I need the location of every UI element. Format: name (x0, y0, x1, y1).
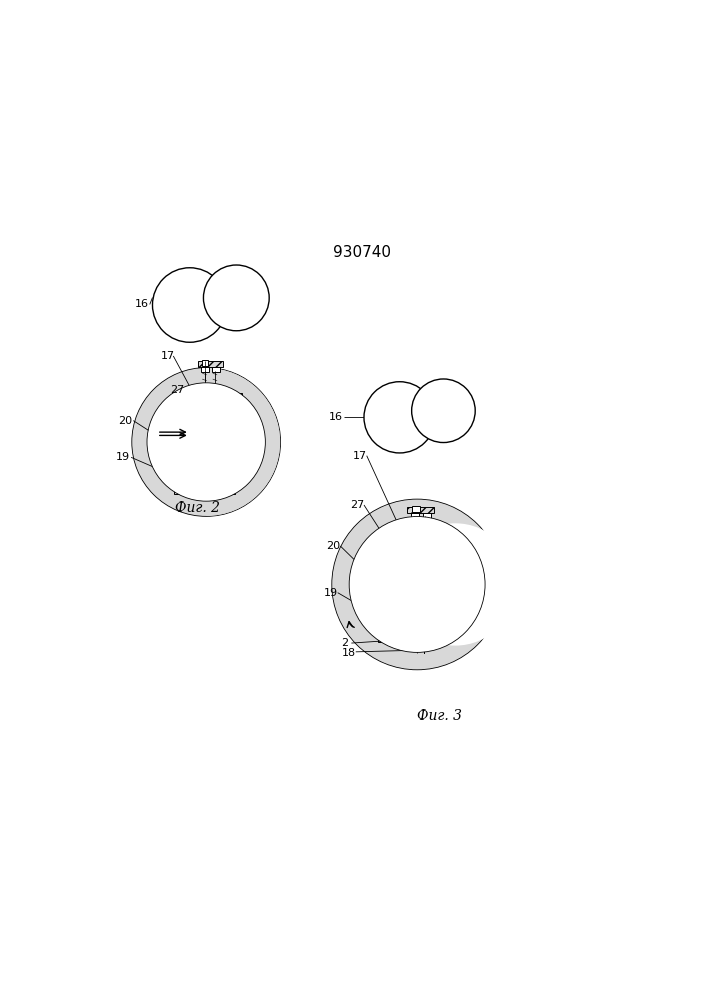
Bar (423, 566, 449, 583)
Bar (195, 449, 205, 479)
Bar (201, 360, 209, 366)
Bar (411, 513, 419, 518)
Bar (390, 553, 411, 566)
Circle shape (153, 268, 227, 342)
Bar (183, 401, 205, 415)
Text: 17: 17 (353, 451, 367, 461)
Text: 18: 18 (341, 648, 356, 658)
Bar (411, 506, 420, 512)
Bar (199, 413, 216, 432)
Circle shape (349, 517, 485, 652)
Bar (211, 401, 235, 415)
Bar (420, 598, 449, 626)
Bar (201, 367, 209, 372)
Bar (198, 361, 223, 367)
Circle shape (147, 383, 265, 501)
Bar (411, 564, 426, 584)
Text: 16: 16 (329, 412, 343, 422)
Bar (228, 393, 242, 423)
Bar (175, 449, 195, 479)
Text: 17: 17 (160, 351, 175, 361)
Bar (209, 479, 230, 494)
Text: 27: 27 (170, 385, 185, 395)
Wedge shape (206, 368, 280, 516)
Bar (398, 626, 417, 642)
Text: 19: 19 (116, 452, 130, 462)
Text: 2: 2 (341, 638, 349, 648)
Bar (440, 543, 454, 573)
Bar (378, 593, 399, 626)
Bar (185, 431, 229, 439)
Bar (409, 581, 426, 594)
Bar (385, 566, 414, 583)
Bar (185, 479, 201, 494)
Bar (407, 507, 433, 513)
Bar (389, 583, 443, 593)
Polygon shape (416, 601, 431, 637)
Circle shape (395, 523, 517, 646)
Circle shape (411, 379, 475, 443)
Text: Фиг. 2: Фиг. 2 (175, 501, 221, 515)
Bar (211, 415, 240, 431)
Bar (367, 553, 386, 564)
Text: 20: 20 (119, 416, 133, 426)
Bar (436, 543, 443, 557)
Text: 930740: 930740 (333, 245, 392, 260)
Wedge shape (332, 500, 502, 669)
Wedge shape (132, 368, 280, 516)
Bar (423, 513, 431, 518)
Text: Фиг. 3: Фиг. 3 (416, 709, 462, 723)
Text: 16: 16 (135, 299, 149, 309)
Bar (160, 410, 179, 421)
Circle shape (204, 265, 269, 331)
Bar (192, 462, 197, 467)
Bar (201, 429, 213, 441)
Circle shape (332, 500, 502, 669)
Bar (426, 626, 450, 642)
Text: 19: 19 (324, 588, 338, 598)
Bar (223, 395, 230, 409)
Bar (211, 367, 220, 372)
Bar (399, 593, 411, 626)
Circle shape (364, 382, 436, 453)
Bar (177, 415, 206, 431)
Bar (211, 454, 240, 479)
Text: 20: 20 (326, 541, 340, 551)
Bar (175, 479, 235, 494)
Bar (423, 551, 448, 566)
Bar (397, 609, 402, 615)
Circle shape (132, 368, 280, 516)
Text: 27: 27 (350, 500, 364, 510)
Bar (378, 626, 449, 642)
